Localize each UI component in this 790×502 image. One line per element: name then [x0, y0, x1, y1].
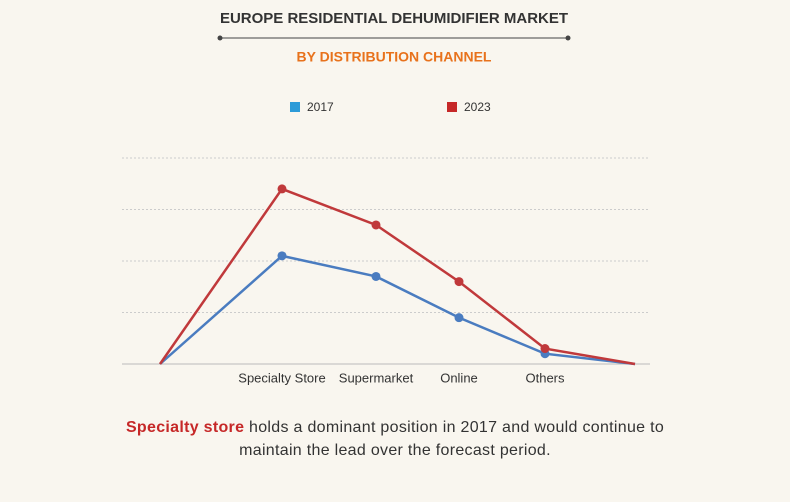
point [454, 277, 464, 287]
point [454, 313, 464, 323]
series-line [159, 254, 636, 366]
rule-dot [565, 35, 571, 41]
point [277, 184, 287, 194]
caption: Specialty store holds a dominant positio… [95, 416, 695, 462]
x-tick-label: Others [525, 370, 565, 385]
point [371, 271, 381, 281]
chart-title: EUROPE RESIDENTIAL DEHUMIDIFIER MARKET [220, 10, 568, 27]
chart-subtitle: BY DISTRIBUTION CHANNEL [297, 49, 492, 65]
caption-text: holds a dominant position in 2017 and wo… [239, 419, 665, 459]
x-tick-label: Online [440, 370, 478, 385]
rule-dot [217, 35, 223, 41]
legend-label: 2023 [464, 100, 491, 114]
caption-highlight: Specialty store [125, 419, 245, 436]
legend-swatch [447, 102, 457, 112]
legend-swatch [290, 102, 300, 112]
x-tick-label: Specialty Store [238, 370, 325, 385]
series-line [158, 187, 636, 366]
chart: EUROPE RESIDENTIAL DEHUMIDIFIER MARKET B… [122, 10, 650, 385]
point [371, 220, 381, 230]
point [277, 251, 287, 261]
legend-label: 2017 [307, 100, 334, 114]
x-tick-label: Supermarket [339, 370, 414, 385]
point [540, 344, 550, 354]
